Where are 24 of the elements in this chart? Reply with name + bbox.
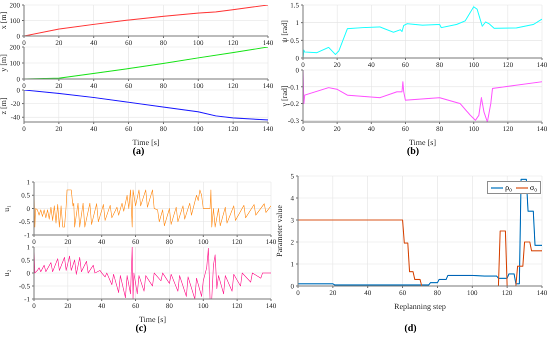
x-axis-title: Time [s] [408,138,436,147]
text: (d) [403,323,418,334]
x-axis-title: Time [s] [132,138,160,147]
line-series [24,90,268,121]
y-axis-title: y [m] [0,54,8,72]
legend-label: σ₀ [530,183,537,192]
line-series [24,5,268,36]
line-series [34,247,271,299]
x-axis-title: Replanning step [394,302,446,311]
y-axis-title: z [m] [0,97,8,115]
x-axis-title: Time [s] [138,315,166,324]
line-series [298,178,542,286]
y-axis-title: ψ [rad] [280,20,289,43]
y-axis-title: u₁ [2,204,11,212]
y-axis-title: x [m] [0,11,8,30]
text: (a) [132,146,146,157]
text: (b) [406,146,420,157]
line-series [34,190,271,228]
line-series [303,6,542,58]
y-axis-title: γ [rad] [280,85,289,108]
y-axis-title: Parameter value [274,204,284,257]
text: (c) [134,323,148,334]
legend-label: ρ₀ [505,183,512,192]
y-axis-title: u₂ [2,269,11,276]
